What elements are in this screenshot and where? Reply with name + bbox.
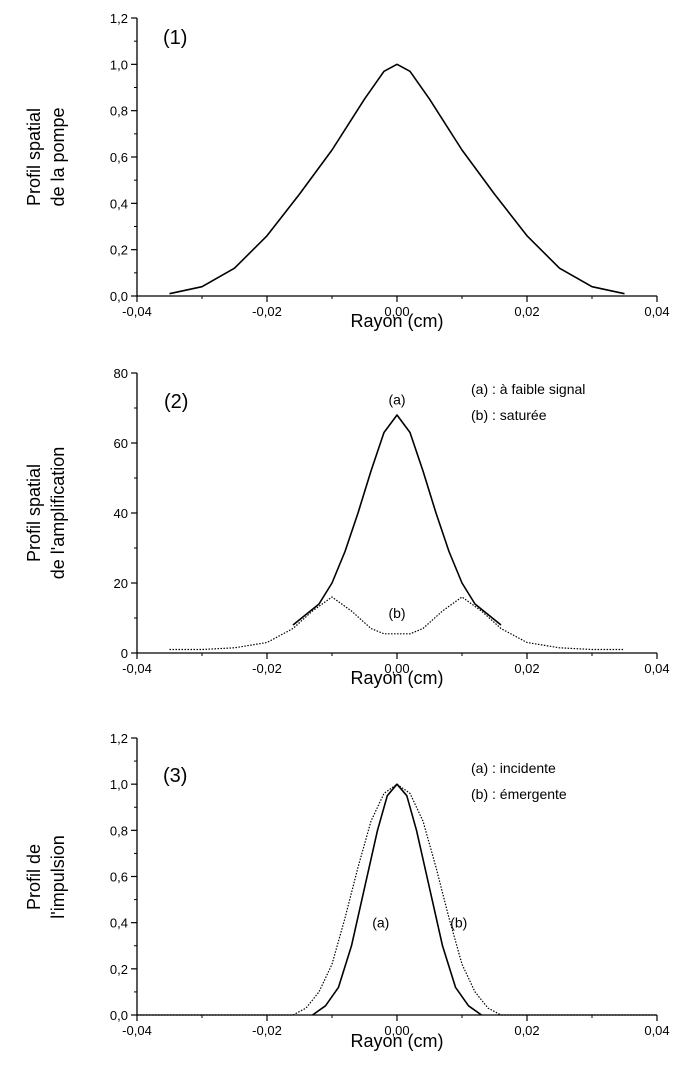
- x-tick-label: -0,02: [252, 304, 282, 319]
- legend-entry-b: (b) : émergente: [471, 786, 567, 802]
- y-tick-label: 0,6: [110, 870, 128, 885]
- y-axis-label-line-2: de l'amplification: [48, 447, 68, 580]
- x-tick-label: 0,02: [514, 661, 539, 676]
- x-axis-label: Rayon (cm): [350, 311, 443, 331]
- series-line-a: [292, 414, 502, 626]
- curve-label: (a): [388, 392, 405, 408]
- series-line-a: [169, 63, 625, 295]
- legend-entry-a: (a) : incidente: [471, 760, 556, 776]
- y-tick-label: 0,0: [110, 289, 128, 304]
- curve-labels: (a) (b): [388, 392, 405, 622]
- y-axis-label-line-1: Profil spatial: [24, 108, 44, 206]
- x-ticks: -0,04 -0,02 0,00 0,02 0,04: [122, 1015, 670, 1038]
- y-tick-label: 1,2: [110, 731, 128, 746]
- y-tick-label: 40: [114, 506, 128, 521]
- y-tick-label: 20: [114, 576, 128, 591]
- panel-label: (1): [163, 27, 187, 49]
- panel-3: 0,0 0,2 0,4 0,6 0,8 1,0 1,2 -0,04 -0,02 0,00 0,02…: [24, 731, 670, 1051]
- x-tick-label: -0,04: [122, 1023, 152, 1038]
- y-ticks: 0 20 40 60 80: [114, 366, 137, 661]
- y-tick-label: 0,8: [110, 823, 128, 838]
- x-tick-label: 0,02: [514, 1023, 539, 1038]
- series-line-b: [169, 596, 625, 651]
- panel-1: 0,0 0,2 0,4 0,6 0,8 1,0 1,2 -0,04 -0,02 0,00 0,02…: [24, 11, 670, 331]
- x-ticks: -0,04 -0,02 0,00 0,02 0,04: [122, 296, 670, 319]
- y-tick-label: 0,8: [110, 104, 128, 119]
- x-tick-label: 0,02: [514, 304, 539, 319]
- x-tick-label: 0,00: [384, 1023, 409, 1038]
- plot-frame: [137, 18, 657, 296]
- y-tick-label: 0,2: [110, 243, 128, 258]
- x-tick-label: 0,00: [384, 661, 409, 676]
- x-ticks: -0,04 -0,02 0,00 0,02 0,04: [122, 653, 670, 676]
- series-group: [169, 63, 625, 295]
- y-axis-label-line-1: Profil de: [24, 844, 44, 910]
- y-ticks: 0,0 0,2 0,4 0,6 0,8 1,0 1,2: [110, 11, 137, 304]
- y-tick-label: 60: [114, 436, 128, 451]
- x-tick-label: -0,02: [252, 1023, 282, 1038]
- x-tick-label: -0,02: [252, 661, 282, 676]
- y-tick-label: 0,6: [110, 150, 128, 165]
- x-tick-label: 0,04: [644, 304, 669, 319]
- y-axis-label-line-2: l'impulsion: [48, 835, 68, 918]
- x-axis-label: Rayon (cm): [350, 1031, 443, 1051]
- y-tick-label: 1,0: [110, 57, 128, 72]
- y-tick-label: 0: [121, 646, 128, 661]
- x-tick-label: 0,00: [384, 304, 409, 319]
- y-tick-label: 1,2: [110, 11, 128, 26]
- series-group: [169, 414, 625, 651]
- y-axis-label-line-2: de la pompe: [48, 107, 68, 206]
- curve-labels: (a) (b): [372, 914, 467, 930]
- y-tick-label: 1,0: [110, 777, 128, 792]
- legend-entry-a: (a) : à faible signal: [471, 381, 585, 397]
- y-tick-label: 0,4: [110, 916, 128, 931]
- series-line-b: [137, 783, 657, 1016]
- series-line-a: [312, 783, 482, 1016]
- y-tick-label: 0,2: [110, 962, 128, 977]
- y-ticks: 0,0 0,2 0,4 0,6 0,8 1,0 1,2: [110, 731, 137, 1023]
- curve-label: (b): [388, 605, 405, 621]
- curve-label: (b): [450, 914, 467, 930]
- legend-entry-b: (b) : saturée: [471, 407, 547, 423]
- y-tick-label: 80: [114, 366, 128, 381]
- y-tick-label: 0,0: [110, 1008, 128, 1023]
- y-axis-label-line-1: Profil spatial: [24, 464, 44, 562]
- panel-label: (2): [164, 391, 188, 413]
- x-axis-label: Rayon (cm): [350, 668, 443, 688]
- x-tick-label: -0,04: [122, 661, 152, 676]
- y-tick-label: 0,4: [110, 196, 128, 211]
- x-tick-label: -0,04: [122, 304, 152, 319]
- series-group: [137, 783, 657, 1016]
- panel-label: (3): [163, 765, 187, 787]
- x-tick-label: 0,04: [644, 1023, 669, 1038]
- panel-2: 0 20 40 60 80 -0,04 -0,02 0,00 0,02 0,04 (a) (b) …: [24, 366, 670, 688]
- curve-label: (a): [372, 914, 389, 930]
- x-tick-label: 0,04: [644, 661, 669, 676]
